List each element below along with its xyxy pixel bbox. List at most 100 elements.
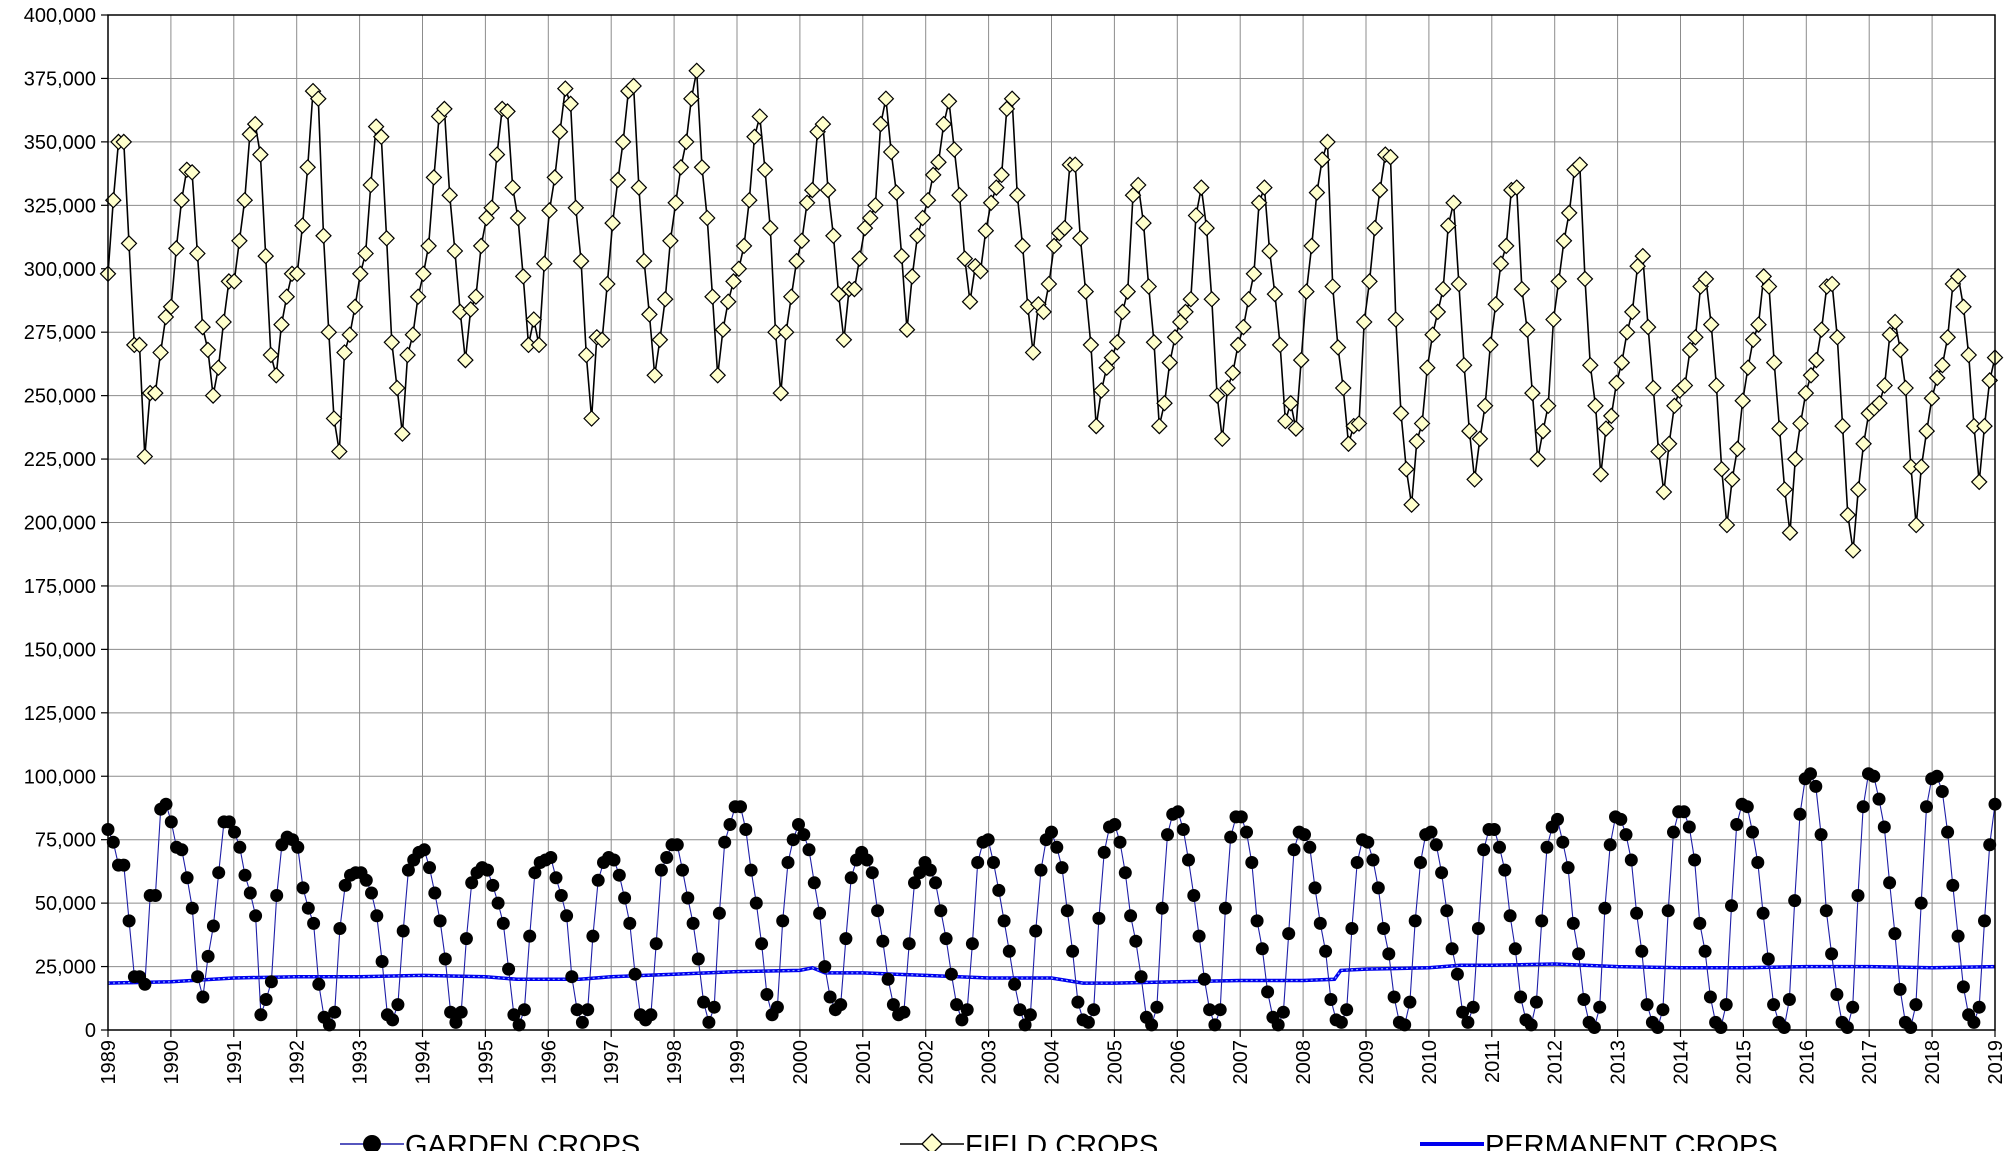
data-point-field: [614, 133, 632, 151]
data-point-garden: [734, 800, 747, 814]
data-point-field: [383, 333, 401, 351]
data-point-garden: [1008, 977, 1022, 991]
data-point-garden: [1524, 1018, 1538, 1032]
data-point-garden: [644, 1008, 658, 1022]
data-point-garden: [391, 998, 405, 1012]
x-tick-label: 2000: [790, 1040, 812, 1085]
data-point-field: [714, 321, 732, 339]
data-point-garden: [1635, 944, 1649, 958]
data-point-garden: [270, 889, 284, 902]
data-point-garden: [1809, 779, 1823, 793]
y-tick-label: 200,000: [24, 513, 96, 535]
data-point-field: [357, 245, 374, 262]
data-point-garden: [981, 833, 995, 847]
data-point-field: [1634, 247, 1652, 265]
data-point-garden: [575, 1015, 589, 1029]
data-point-garden: [1877, 820, 1891, 834]
data-point-garden: [1804, 767, 1817, 781]
data-point-field: [1492, 255, 1510, 273]
x-tick-label: 1992: [287, 1040, 309, 1085]
series-field-crops: [99, 62, 2004, 559]
data-point-garden: [823, 990, 837, 1004]
data-point-garden: [1382, 947, 1396, 961]
data-point-garden: [1819, 904, 1833, 918]
data-point-field: [1545, 311, 1562, 328]
data-point-field: [1623, 303, 1641, 321]
chart-grid: [107, 14, 1996, 1031]
data-point-garden: [1777, 1021, 1791, 1034]
data-point-garden: [1514, 990, 1528, 1004]
data-point-field: [1970, 473, 1988, 491]
data-point-field: [598, 275, 616, 293]
data-point-garden: [1714, 1021, 1728, 1034]
data-point-field: [951, 186, 968, 204]
data-point-field: [945, 141, 963, 158]
data-point-garden: [1255, 942, 1269, 956]
data-point-field: [1177, 303, 1194, 321]
data-point-field: [604, 214, 621, 232]
data-point-field: [803, 181, 821, 199]
data-point-garden: [1756, 906, 1770, 920]
data-point-field: [851, 250, 868, 267]
data-point-field: [1734, 392, 1752, 410]
data-point-garden: [897, 1005, 911, 1019]
x-tick-label: 1991: [224, 1040, 246, 1085]
data-point-field: [593, 331, 611, 349]
data-point-garden: [491, 896, 505, 910]
data-point-field: [1955, 298, 1972, 316]
data-point-field: [1077, 283, 1095, 300]
data-point-field: [1350, 415, 1368, 432]
data-point-garden: [1477, 843, 1491, 857]
data-point-field: [777, 323, 795, 341]
data-point-field: [1361, 273, 1378, 290]
data-point-field: [1245, 265, 1263, 283]
data-point-field: [1292, 351, 1310, 369]
data-point-garden: [1593, 1000, 1607, 1014]
data-point-field: [730, 260, 748, 278]
data-point-garden: [444, 1005, 458, 1019]
data-point-garden: [1071, 995, 1085, 1009]
data-point-field: [735, 237, 753, 255]
y-tick-label: 250,000: [24, 386, 96, 408]
data-point-garden: [1909, 998, 1923, 1012]
data-point-field: [236, 191, 254, 209]
data-point-garden: [291, 840, 305, 854]
data-point-field: [1581, 356, 1599, 374]
data-point-field: [1729, 440, 1746, 458]
data-point-garden: [1450, 967, 1464, 981]
data-point-field: [583, 410, 600, 427]
data-point-field: [1213, 430, 1231, 448]
legend: GARDEN CROPS FIELD CROPS PERMANENT CROPS: [340, 1130, 1778, 1151]
data-point-field: [667, 194, 685, 212]
data-point-field: [1781, 524, 1799, 542]
data-point-garden: [322, 1018, 336, 1032]
data-point-garden: [1572, 947, 1586, 961]
data-point-field: [1103, 349, 1121, 366]
data-point-field: [825, 227, 842, 245]
data-point-field: [1319, 133, 1336, 151]
data-point-garden: [1856, 800, 1870, 814]
data-point-field: [131, 336, 148, 354]
data-point-garden: [707, 1000, 721, 1014]
data-point-garden: [185, 901, 199, 915]
data-point-field: [1219, 379, 1236, 397]
data-point-field: [819, 181, 837, 199]
data-point-garden: [106, 835, 120, 849]
data-point-garden: [997, 914, 1011, 928]
data-point-garden: [960, 1003, 974, 1017]
data-point-garden: [860, 853, 874, 867]
data-point-garden: [1060, 904, 1074, 918]
data-point-field: [1024, 344, 1042, 361]
x-tick-label: 2016: [1796, 1040, 1818, 1085]
data-point-field: [861, 209, 879, 227]
data-point-garden: [1561, 861, 1575, 875]
data-point-garden: [233, 840, 247, 854]
data-point-field: [1524, 384, 1541, 402]
data-point-field: [751, 108, 769, 125]
y-tick-label: 225,000: [24, 449, 96, 471]
data-point-garden: [1603, 838, 1617, 852]
data-point-garden: [876, 934, 890, 948]
data-point-garden: [1282, 927, 1296, 941]
data-point-field: [1413, 415, 1431, 432]
data-point-garden: [1498, 863, 1512, 877]
